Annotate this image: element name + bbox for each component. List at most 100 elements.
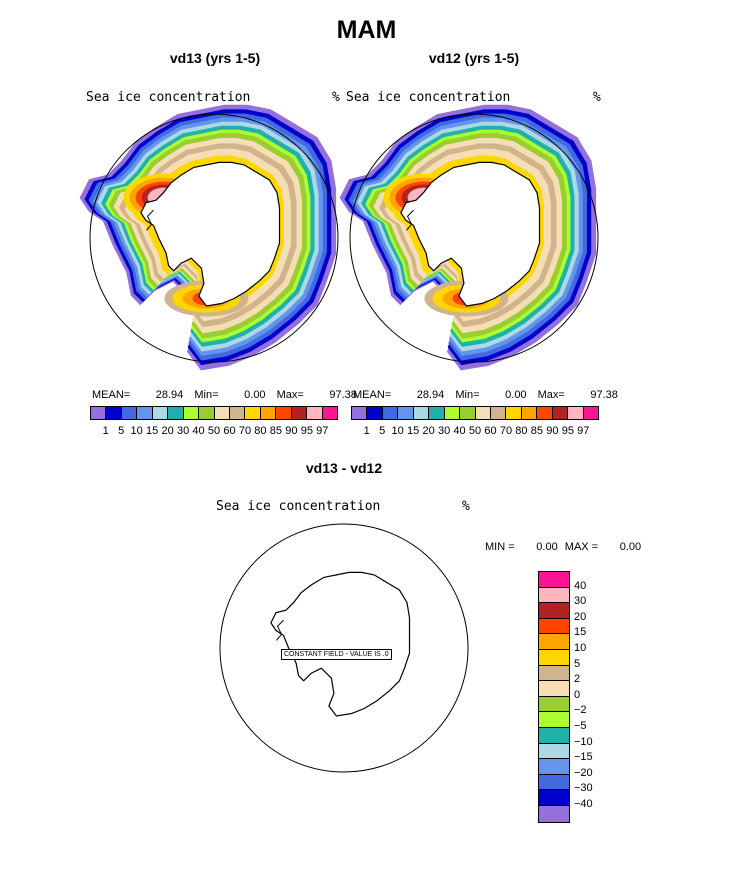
colorbar-swatch [91,407,107,419]
colorbar-tick-label: 70 [499,425,513,437]
diff-min-value: 0.00 [536,541,558,553]
colorbar-tick-label: 90 [546,425,559,437]
antarctica-coastline [270,571,411,717]
diff-colorbar-swatch [539,743,569,760]
colorbar-tick-label: 15 [407,425,420,437]
diff-colorbar-swatch [539,727,569,744]
colorbar-swatch [583,407,598,419]
mean-label: MEAN= [353,389,392,401]
colorbar-swatch [214,407,230,419]
colorbar-vd12 [351,406,599,420]
diff-colorbar-swatch [539,681,569,697]
map-vd13 [79,104,339,371]
colorbar-swatch [229,407,246,419]
colorbar-tick-label: 80 [254,425,267,437]
colorbar-swatch [121,407,138,419]
field-label-vd13: Sea ice concentration [86,90,251,105]
colorbar-swatch [429,407,445,419]
colorbar-labels-vd12: 1 5 10 15 20 30 40 50 60 70 80 85 90 95 97 [359,425,591,437]
colorbar-swatch [475,407,491,419]
diff-colorbar-swatch [539,603,569,619]
max-value: 97.38 [329,389,357,401]
unit-label-vd13: % [332,90,340,105]
diff-colorbar-tick-label: 0 [574,688,581,701]
diff-colorbar-tick-label: 10 [574,642,587,654]
colorbar-tick-label: 5 [118,425,125,437]
colorbar-tick-label: 1 [102,425,109,437]
diff-title: vd13 - vd12 [305,460,383,476]
diff-colorbar-tick-label: 30 [574,595,587,608]
figure-title: MAM [336,16,397,44]
diff-colorbar-tick-label: −15 [574,751,593,764]
diff-colorbar-swatch [539,665,569,682]
diff-colorbar-tick-label: −40 [574,798,593,810]
colorbar-swatch [382,407,399,419]
diff-colorbar-tick-label: 40 [574,579,587,592]
colorbar-swatch [506,407,522,419]
diff-colorbar-labels: 40 30 20 15 10 5 2 0 −2 −5 −10 −15 −20 −30 −40 [574,571,614,821]
diff-colorbar-tick-label: −30 [574,782,593,795]
colorbar-swatch [398,407,414,419]
diff-colorbar-tick-label: −20 [574,766,593,779]
mean-value: 28.94 [416,389,445,401]
colorbar-swatch [413,407,430,419]
unit-label-vd12: % [593,90,601,105]
diff-max-label: MAX = [564,541,599,553]
constant-field-note: CONSTANT FIELD - VALUE IS .0 [281,649,392,660]
colorbar-tick-label: 60 [484,425,497,437]
colorbar-swatch [537,407,553,419]
colorbar-tick-label: 10 [130,425,143,437]
colorbar-swatch [552,407,569,419]
colorbar-swatch [460,407,476,419]
colorbar-tick-label: 95 [561,425,574,437]
colorbar-tick-label: 70 [238,425,252,437]
colorbar-swatch [152,407,169,419]
diff-colorbar-swatch [539,572,569,588]
colorbar-swatch [260,407,277,419]
diff-colorbar-swatch [539,774,569,791]
colorbar-tick-label: 30 [437,425,451,437]
colorbar-tick-label: 10 [391,425,404,437]
colorbar-swatch [322,407,337,419]
colorbar-swatch [307,407,323,419]
colorbar-labels-vd13: 1 5 10 15 20 30 40 50 60 70 80 85 90 95 97 [98,425,330,437]
diff-colorbar-swatch [539,759,569,775]
colorbar-swatch [568,407,584,419]
colorbar-swatch [183,407,200,419]
diff-colorbar-tick-label: 20 [574,610,587,623]
colorbar-tick-label: 15 [146,425,159,437]
peninsula-coast [406,209,414,231]
colorbar-tick-label: 97 [316,425,329,437]
map-boundary [89,113,339,363]
colorbar-tick-label: 60 [223,425,236,437]
peninsula-coast [276,619,284,641]
map-boundary [349,113,599,363]
diff-colorbar-swatch [539,649,569,666]
colorbar-swatch [276,407,292,419]
panel-title-vd13: vd13 (yrs 1-5) [169,50,261,66]
min-value: 0.00 [505,389,527,401]
colorbar-tick-label: 95 [300,425,313,437]
diff-colorbar-swatch [539,712,569,728]
colorbar-tick-label: 85 [269,425,283,437]
field-label-vd12: Sea ice concentration [346,90,511,105]
diff-colorbar-tick-label: −2 [574,704,587,717]
diff-colorbar-tick-label: 15 [574,626,587,639]
stats-vd13: MEAN= 28.94 Min= 0.00 Max= 97.38 [92,389,357,401]
diff-colorbar-swatch [539,587,569,604]
diff-min-label: MIN = [485,541,515,553]
mean-label: MEAN= [92,389,131,401]
colorbar-swatch [137,407,153,419]
colorbar-tick-label: 5 [379,425,386,437]
diff-colorbar-swatch [539,618,569,635]
colorbar-tick-label: 85 [530,425,544,437]
diff-colorbar-tick-label: −10 [574,735,593,748]
diff-unit-label: % [462,499,470,514]
diff-colorbar-tick-label: 5 [574,657,581,670]
mean-value: 28.94 [155,389,184,401]
colorbar-swatch [291,407,308,419]
max-value: 97.38 [590,389,618,401]
diff-colorbar [538,571,570,823]
colorbar-tick-label: 80 [515,425,528,437]
diff-minmax: MIN = 0.00 MAX = 0.00 [485,541,641,553]
